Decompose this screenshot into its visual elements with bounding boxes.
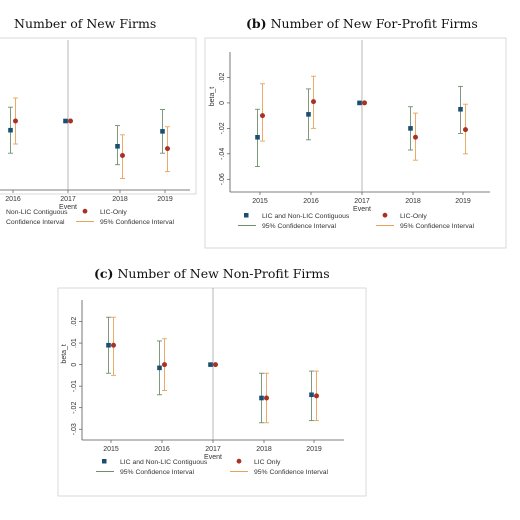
x-tick-label: 2018 bbox=[256, 446, 272, 453]
legend-label: Non-LIC Contiguous bbox=[6, 209, 68, 216]
y-tick-label: 0 bbox=[71, 363, 78, 367]
data-point-square bbox=[255, 134, 260, 140]
legend-label: LIC Only bbox=[254, 459, 281, 466]
legend-symbol-circle bbox=[382, 212, 388, 218]
legend-label: LIC and Non-LIC Contiguous bbox=[262, 213, 350, 220]
legend-label: Confidence Interval bbox=[6, 219, 65, 226]
chart-title-c: (c) Number of New Non-Profit Firms bbox=[94, 265, 330, 282]
data-point-square bbox=[63, 118, 68, 124]
legend-label: 95% Confidence Interval bbox=[262, 223, 337, 230]
chart-panel-label: (b) bbox=[246, 16, 267, 31]
y-tick-label: 0 bbox=[219, 101, 226, 105]
legend: Non-LIC Contiguous LIC-Only Confidence Int… bbox=[6, 208, 175, 226]
y-tick-label: .01 bbox=[71, 338, 78, 348]
data-point-circle bbox=[162, 362, 167, 368]
legend-label: 95% Confidence Interval bbox=[254, 469, 329, 476]
x-tick-label: 2016 bbox=[303, 198, 319, 205]
y-tick-label: -.01 bbox=[71, 380, 78, 392]
x-tick-label: 2015 bbox=[252, 198, 268, 205]
chart-frame bbox=[204, 37, 507, 249]
legend-label: 95% Confidence Interval bbox=[120, 469, 195, 476]
y-tick-label: -.06 bbox=[219, 173, 226, 185]
data-point-square bbox=[8, 127, 13, 133]
data-point-square bbox=[458, 106, 463, 112]
data-point-circle bbox=[120, 153, 125, 158]
y-tick-label: .02 bbox=[71, 317, 78, 327]
data-point-square bbox=[157, 365, 162, 371]
y-tick-label: -.02 bbox=[219, 122, 226, 134]
legend-label: LIC-Only bbox=[100, 209, 127, 216]
legend-label: LIC-Only bbox=[400, 213, 427, 220]
x-tick-label: 2017 bbox=[205, 446, 221, 453]
x-tick-label: 2019 bbox=[157, 196, 173, 203]
chart-title-text: Number of New Non-Profit Firms bbox=[117, 266, 329, 281]
data-point-circle bbox=[13, 118, 18, 124]
y-tick-label: .02 bbox=[219, 72, 226, 82]
data-point-square bbox=[259, 395, 264, 401]
chart-panel-c: (c) Number of New Non-Profit Firms 2015 20… bbox=[57, 265, 367, 497]
data-point-square bbox=[115, 144, 120, 149]
data-point-circle bbox=[413, 134, 418, 140]
y-tick-label: -.04 bbox=[219, 148, 226, 160]
chart-panel-a: Number of New Firms 2016 2017 2018 2019 Event… bbox=[0, 16, 197, 226]
x-tick-label: 2015 bbox=[103, 446, 119, 453]
x-tick-label: 2016 bbox=[5, 196, 21, 203]
legend-symbol-square bbox=[102, 459, 107, 464]
data-point-circle bbox=[213, 362, 218, 368]
chart-title-a: Number of New Firms bbox=[14, 16, 156, 31]
chart-panel-label: (c) bbox=[94, 266, 113, 281]
chart-frame bbox=[0, 37, 197, 195]
data-point-square bbox=[208, 362, 213, 367]
legend: LIC and Non-LIC Contiguous LIC-Only 95% Co… bbox=[238, 212, 475, 230]
data-point-circle bbox=[264, 395, 269, 401]
x-axis-label: Event bbox=[353, 206, 371, 213]
data-point-square bbox=[306, 112, 311, 117]
data-point-circle bbox=[260, 113, 265, 119]
x-tick-label: 2017 bbox=[60, 196, 76, 203]
data-point-circle bbox=[463, 127, 468, 133]
legend-symbol-circle bbox=[236, 458, 242, 464]
data-point-square bbox=[408, 126, 413, 131]
data-point-circle bbox=[362, 100, 367, 106]
legend-label: 95% Confidence Interval bbox=[400, 223, 475, 230]
legend: LIC and Non-LIC Contiguous LIC Only 95% Co… bbox=[96, 458, 329, 476]
chart-frame bbox=[57, 287, 367, 497]
legend-label: 95% Confidence Interval bbox=[100, 219, 175, 226]
y-tick-label: -.03 bbox=[71, 423, 78, 435]
data-point-square bbox=[309, 392, 314, 398]
x-tick-label: 2018 bbox=[112, 196, 128, 203]
legend-label: LIC and Non-LIC Contiguous bbox=[120, 459, 208, 466]
legend-symbol-circle bbox=[82, 208, 88, 214]
data-point-circle bbox=[68, 118, 73, 124]
chart-panel-b: (b) Number of New For-Profit Firms 2015 20… bbox=[204, 15, 507, 249]
x-tick-label: 2019 bbox=[306, 446, 322, 453]
data-point-circle bbox=[314, 393, 319, 399]
chart-title-text: Number of New For-Profit Firms bbox=[271, 16, 478, 31]
x-tick-label: 2018 bbox=[405, 198, 421, 205]
data-point-circle bbox=[111, 342, 116, 348]
y-axis-label: beta_t bbox=[209, 87, 216, 107]
x-axis-label: Event bbox=[204, 454, 222, 461]
data-point-square bbox=[357, 100, 362, 106]
x-tick-label: 2017 bbox=[354, 198, 370, 205]
chart-title-text: Number of New Firms bbox=[14, 16, 156, 31]
x-tick-label: 2016 bbox=[154, 446, 170, 453]
data-point-circle bbox=[165, 146, 170, 152]
chart-title-b: (b) Number of New For-Profit Firms bbox=[246, 15, 478, 32]
x-axis-label: Event bbox=[59, 204, 77, 211]
y-tick-label: -.02 bbox=[71, 402, 78, 414]
data-point-circle bbox=[311, 99, 316, 105]
data-point-square bbox=[106, 342, 111, 348]
legend-symbol-square bbox=[244, 213, 249, 218]
data-point-square bbox=[160, 129, 165, 134]
y-axis-label: beta_t bbox=[61, 344, 68, 364]
x-tick-label: 2019 bbox=[455, 198, 471, 205]
